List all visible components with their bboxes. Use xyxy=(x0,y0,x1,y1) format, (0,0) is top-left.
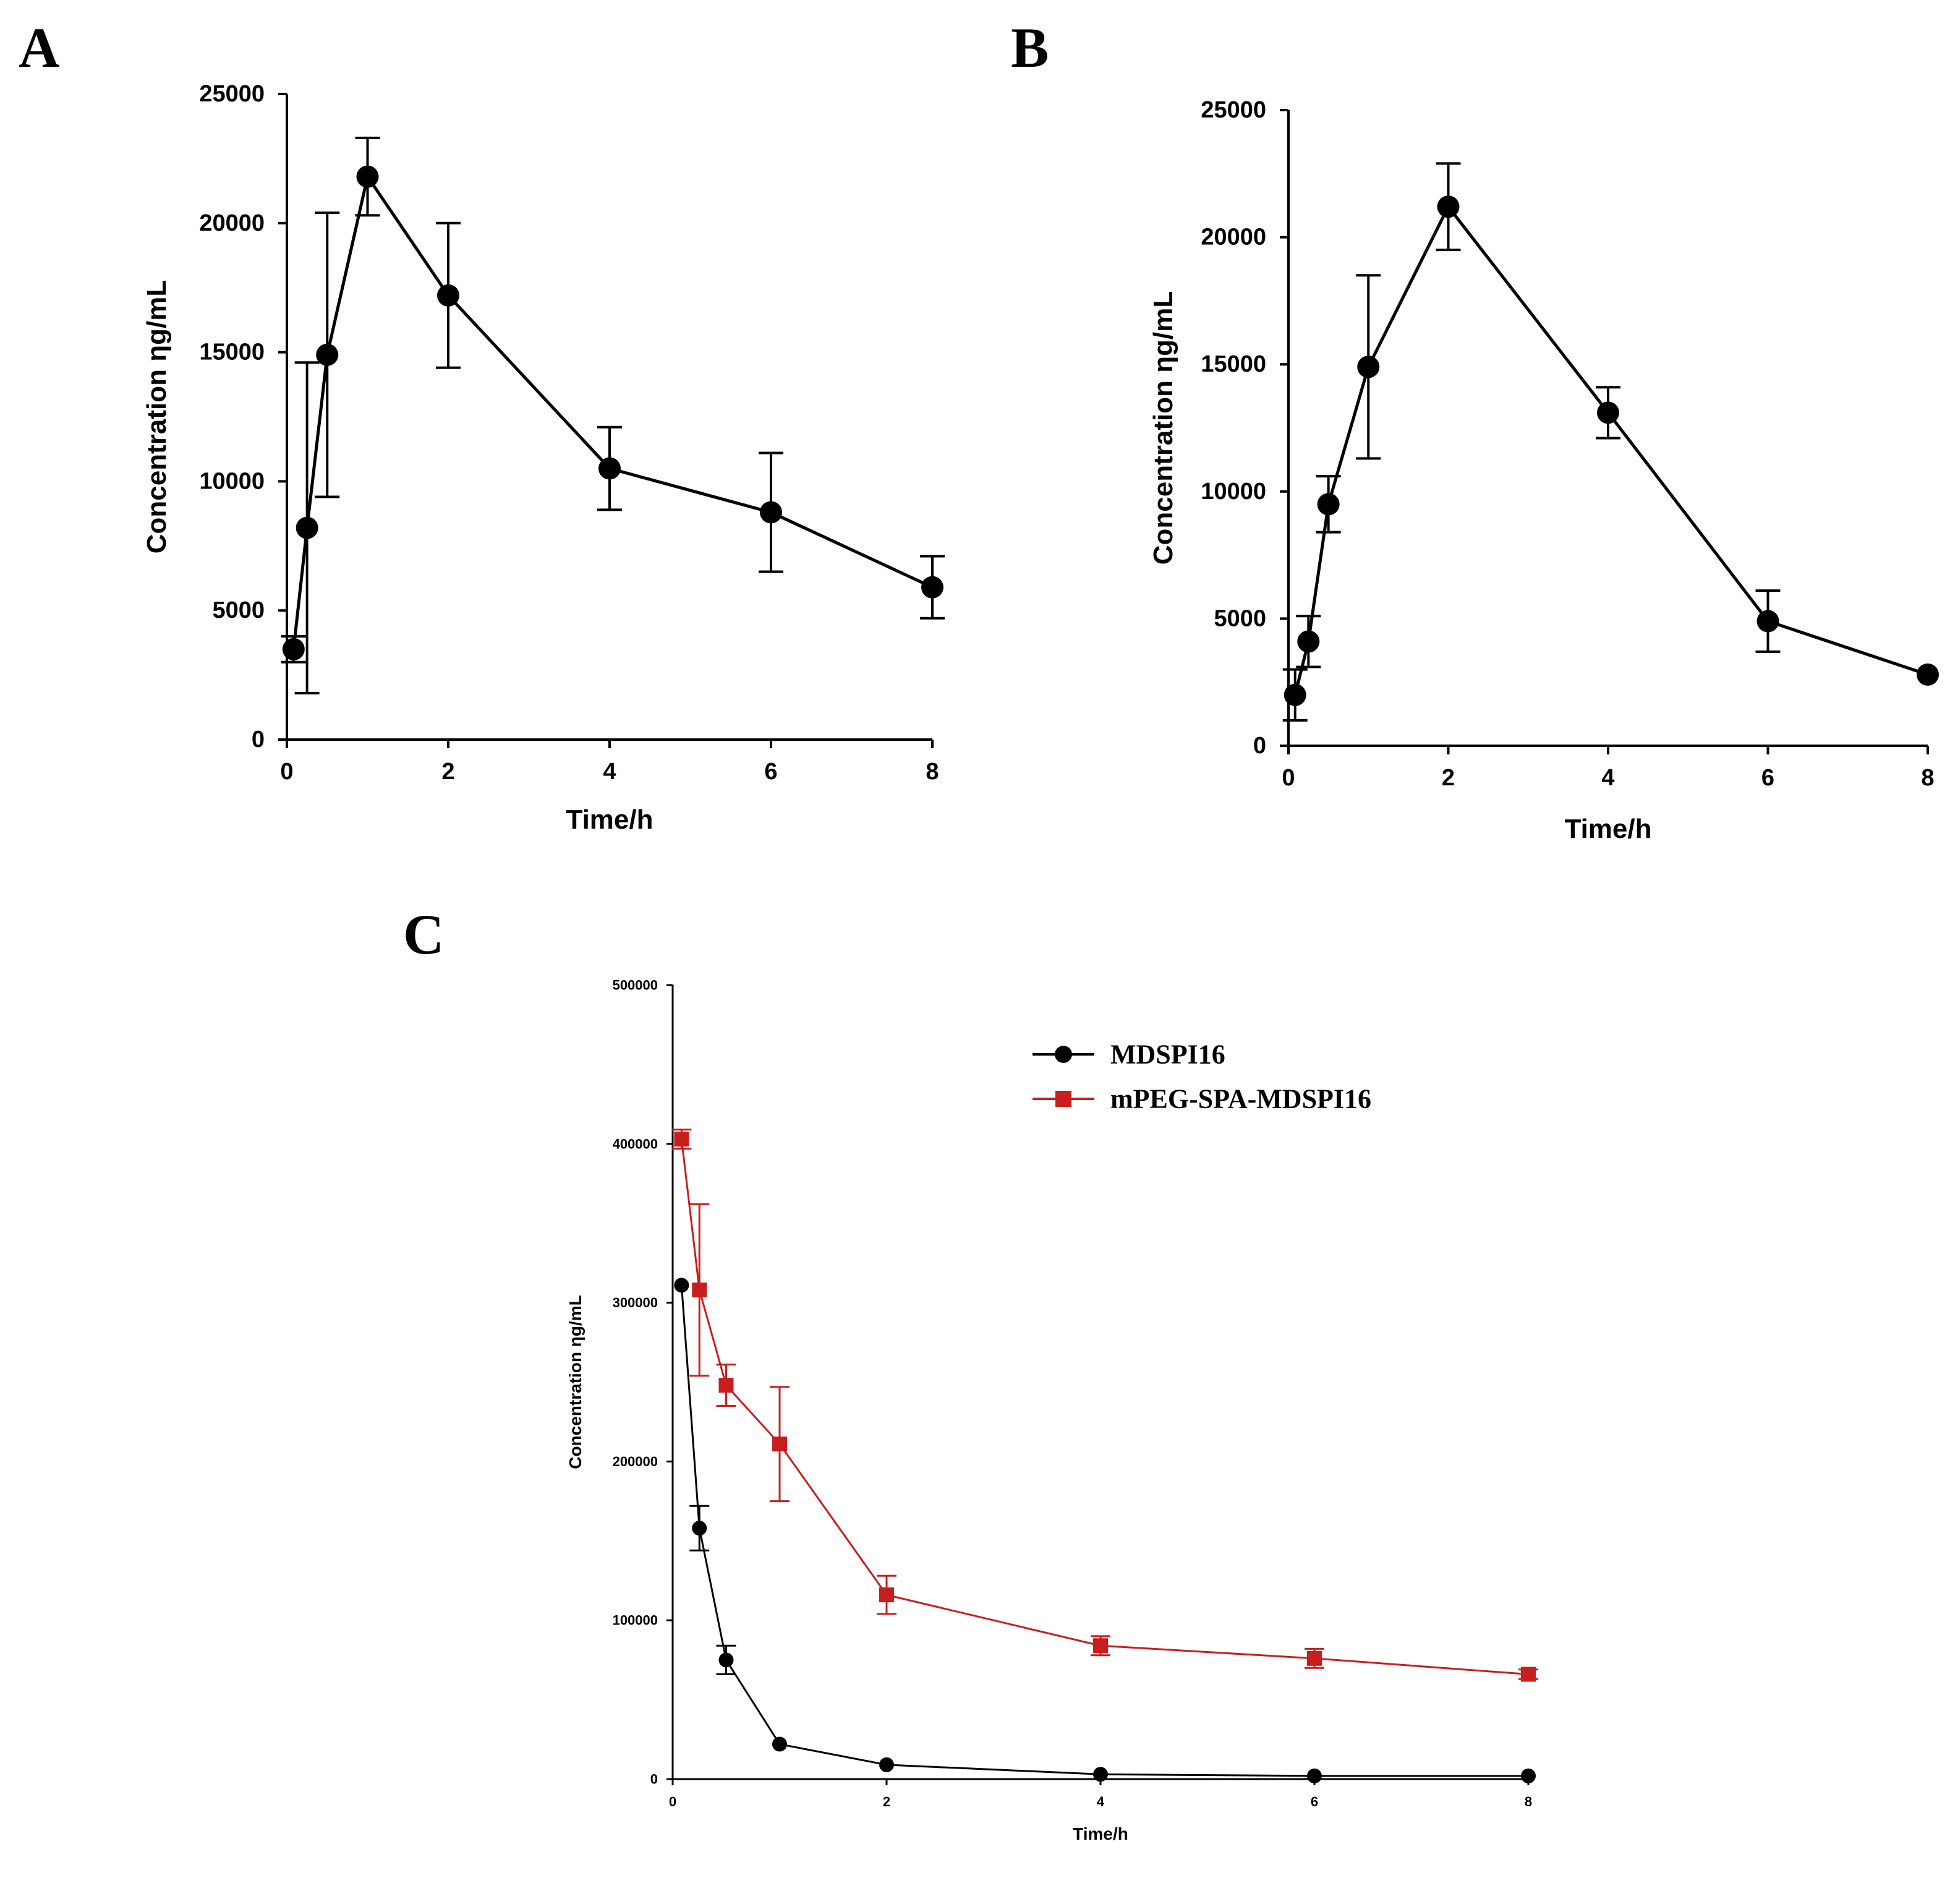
panel-b-chart: B 0 5000 10000 15000 20000 25000 0 2 4 6 8 Time/h Con… xyxy=(1011,16,1939,844)
series-line xyxy=(680,1285,1528,1777)
y-tick-label: 300000 xyxy=(613,1295,658,1310)
x-tick-label: 8 xyxy=(926,759,939,785)
data-point xyxy=(921,576,943,599)
x-tick-label: 2 xyxy=(883,1794,890,1809)
y-tick-label: 100000 xyxy=(613,1613,658,1628)
data-point xyxy=(1521,1768,1536,1783)
x-axis-title: Time/h xyxy=(566,805,653,835)
x-tick-label: 4 xyxy=(603,759,616,785)
legend-label: mPEG-SPA-MDSPI16 xyxy=(1110,1084,1371,1114)
series-b-1 xyxy=(1282,162,1939,722)
data-point xyxy=(772,1736,787,1752)
data-point xyxy=(692,1521,707,1536)
x-axis-title: Time/h xyxy=(1564,814,1651,844)
series-line xyxy=(680,1138,1529,1676)
legend-marker xyxy=(1055,1046,1072,1063)
data-point xyxy=(1597,401,1619,424)
y-tick-label: 15000 xyxy=(199,339,265,365)
data-point xyxy=(1093,1638,1108,1654)
y-tick-label: 0 xyxy=(252,727,265,753)
x-tick-label: 2 xyxy=(441,759,454,785)
data-point xyxy=(1521,1667,1536,1682)
x-tick-label: 6 xyxy=(1761,765,1774,791)
y-tick-label: 0 xyxy=(650,1772,658,1787)
data-point xyxy=(760,501,782,524)
panel-c-chart: C 0 100000 200000 300000 400000 500000 0 2 4 6 8 Tim… xyxy=(403,903,1538,1843)
data-point xyxy=(1307,1768,1322,1783)
y-axis-title: Concentration ηg/mL xyxy=(566,1295,585,1469)
legend-marker xyxy=(1055,1091,1071,1107)
y-tick-label: 0 xyxy=(1253,733,1266,759)
panel-a-chart: A 0 5000 10000 15000 20000 25000 0 2 4 6 8 Time/h Con… xyxy=(19,16,945,835)
y-axis-title: Concentration ηg/mL xyxy=(142,280,172,553)
data-point xyxy=(674,1132,689,1147)
y-tick-label: 10000 xyxy=(199,468,265,494)
y-tick-label: 500000 xyxy=(613,978,658,993)
x-tick-label: 6 xyxy=(1311,1794,1318,1809)
data-point xyxy=(674,1278,689,1293)
y-tick-label: 400000 xyxy=(613,1136,658,1151)
y-tick-label: 15000 xyxy=(1201,351,1266,377)
x-tick-label: 8 xyxy=(1525,1794,1532,1809)
series-a-1 xyxy=(281,136,945,694)
y-tick-label: 20000 xyxy=(199,210,265,236)
data-point xyxy=(598,457,621,480)
x-axis-title: Time/h xyxy=(1073,1824,1128,1843)
x-tick-label: 0 xyxy=(280,759,293,785)
y-tick-label: 200000 xyxy=(613,1454,658,1469)
y-tick-label: 5000 xyxy=(212,597,265,623)
data-point xyxy=(1307,1650,1322,1666)
data-point xyxy=(1297,630,1320,653)
data-point xyxy=(316,343,339,366)
panel-c-letter: C xyxy=(403,903,444,966)
y-axis-title: Concentration ηg/mL xyxy=(1148,291,1178,565)
x-tick-label: 4 xyxy=(1601,765,1614,791)
data-point xyxy=(772,1437,787,1452)
series-c-2 xyxy=(671,1129,1538,1682)
data-point xyxy=(718,1652,734,1668)
data-point xyxy=(1357,356,1380,378)
data-point xyxy=(282,638,305,660)
legend: MDSPI16 mPEG-SPA-MDSPI16 xyxy=(1032,1040,1371,1114)
x-tick-label: 2 xyxy=(1442,765,1455,791)
data-point xyxy=(356,165,379,188)
y-tick-label: 5000 xyxy=(1214,605,1266,631)
data-point xyxy=(1437,195,1460,218)
series-line xyxy=(292,175,934,650)
y-tick-label: 25000 xyxy=(1201,97,1266,123)
data-point xyxy=(1917,663,1939,686)
x-tick-label: 6 xyxy=(764,759,777,785)
y-tick-label: 20000 xyxy=(1201,224,1266,250)
x-tick-label: 8 xyxy=(1921,765,1934,791)
legend-label: MDSPI16 xyxy=(1110,1040,1225,1070)
data-point xyxy=(437,284,459,307)
data-point xyxy=(1093,1767,1108,1782)
series-c-1 xyxy=(674,1278,1536,1783)
data-point xyxy=(692,1283,707,1298)
x-tick-label: 0 xyxy=(669,1794,676,1809)
panel-b-letter: B xyxy=(1011,16,1049,79)
data-point xyxy=(296,516,318,539)
y-tick-label: 10000 xyxy=(1201,479,1266,505)
panel-a-letter: A xyxy=(19,16,59,79)
series-line xyxy=(1293,205,1928,696)
y-tick-label: 25000 xyxy=(199,81,265,107)
x-tick-label: 4 xyxy=(1097,1794,1105,1809)
data-point xyxy=(879,1757,894,1772)
data-point xyxy=(1284,683,1306,706)
data-point xyxy=(1756,610,1779,633)
data-point xyxy=(1317,493,1340,516)
data-point xyxy=(879,1587,894,1603)
data-point xyxy=(718,1378,734,1393)
x-tick-label: 0 xyxy=(1282,765,1295,791)
